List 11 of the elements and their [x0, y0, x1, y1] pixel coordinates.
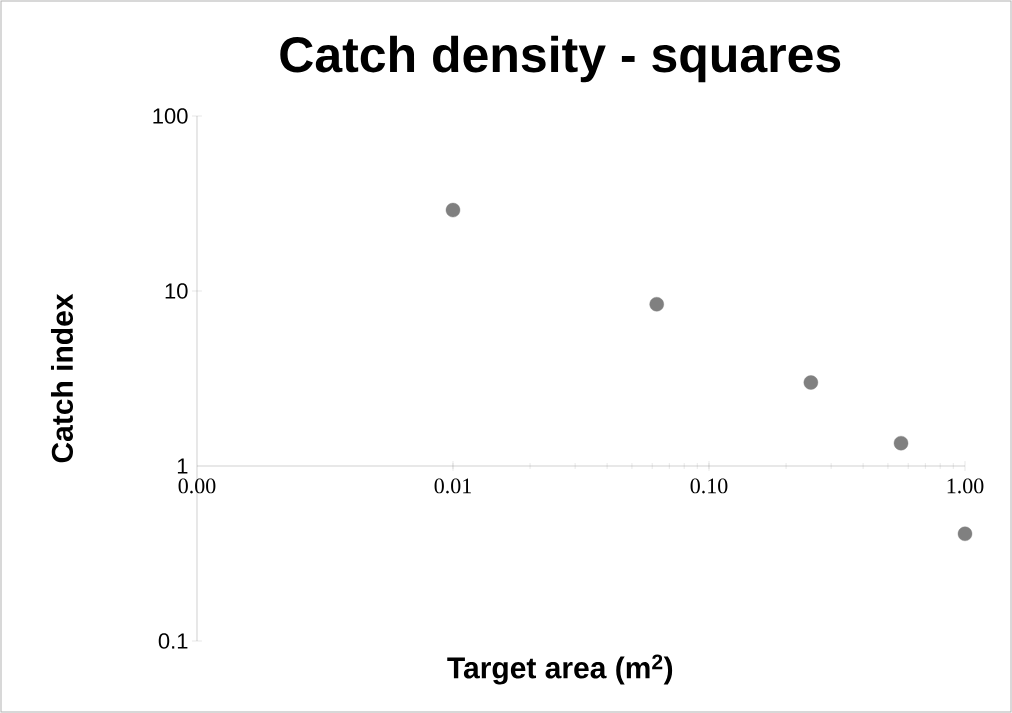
y-tick-label: 10: [165, 283, 188, 299]
y-tick-label: 0.1: [158, 633, 188, 649]
y-axis-title: Catch index: [50, 293, 74, 463]
x-tick-label: 0.00: [178, 478, 216, 494]
chart-title: Catch density - squares: [280, 35, 841, 83]
y-tick-label: 100: [153, 108, 188, 124]
x-tick-label: 0.01: [434, 478, 471, 494]
x-tick-label: 0.10: [690, 478, 728, 494]
x-tick-label: 1.00: [947, 478, 984, 494]
x-axis-title: Target area (m$^{2}$): [447, 654, 673, 685]
y-tick-label: 1: [177, 458, 188, 474]
